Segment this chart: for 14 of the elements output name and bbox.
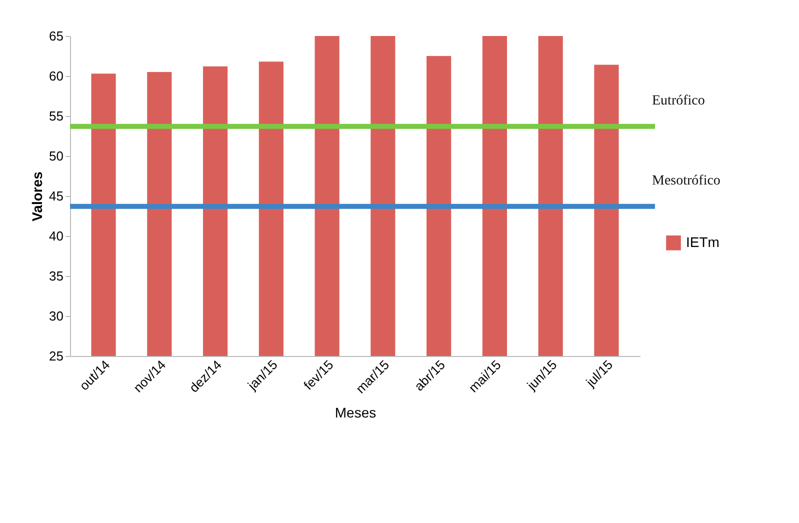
y-tick-label: 65	[49, 28, 64, 44]
ref-line-label: Mesotrófico	[652, 173, 720, 188]
y-tick-label: 60	[49, 68, 64, 84]
y-tick-label: 55	[49, 108, 64, 124]
ref-line-label: Eutrófico	[652, 93, 705, 108]
y-tick-label: 45	[49, 188, 64, 204]
y-tick-label: 25	[49, 348, 64, 364]
y-tick-label: 40	[49, 228, 64, 244]
y-tick-label: 50	[49, 148, 64, 164]
y-axis-title: Valores	[29, 171, 46, 222]
x-axis-title: Meses	[334, 404, 376, 420]
y-tick-label: 35	[49, 268, 64, 284]
legend-label: IETm	[686, 234, 720, 250]
y-tick-label: 30	[49, 308, 64, 324]
